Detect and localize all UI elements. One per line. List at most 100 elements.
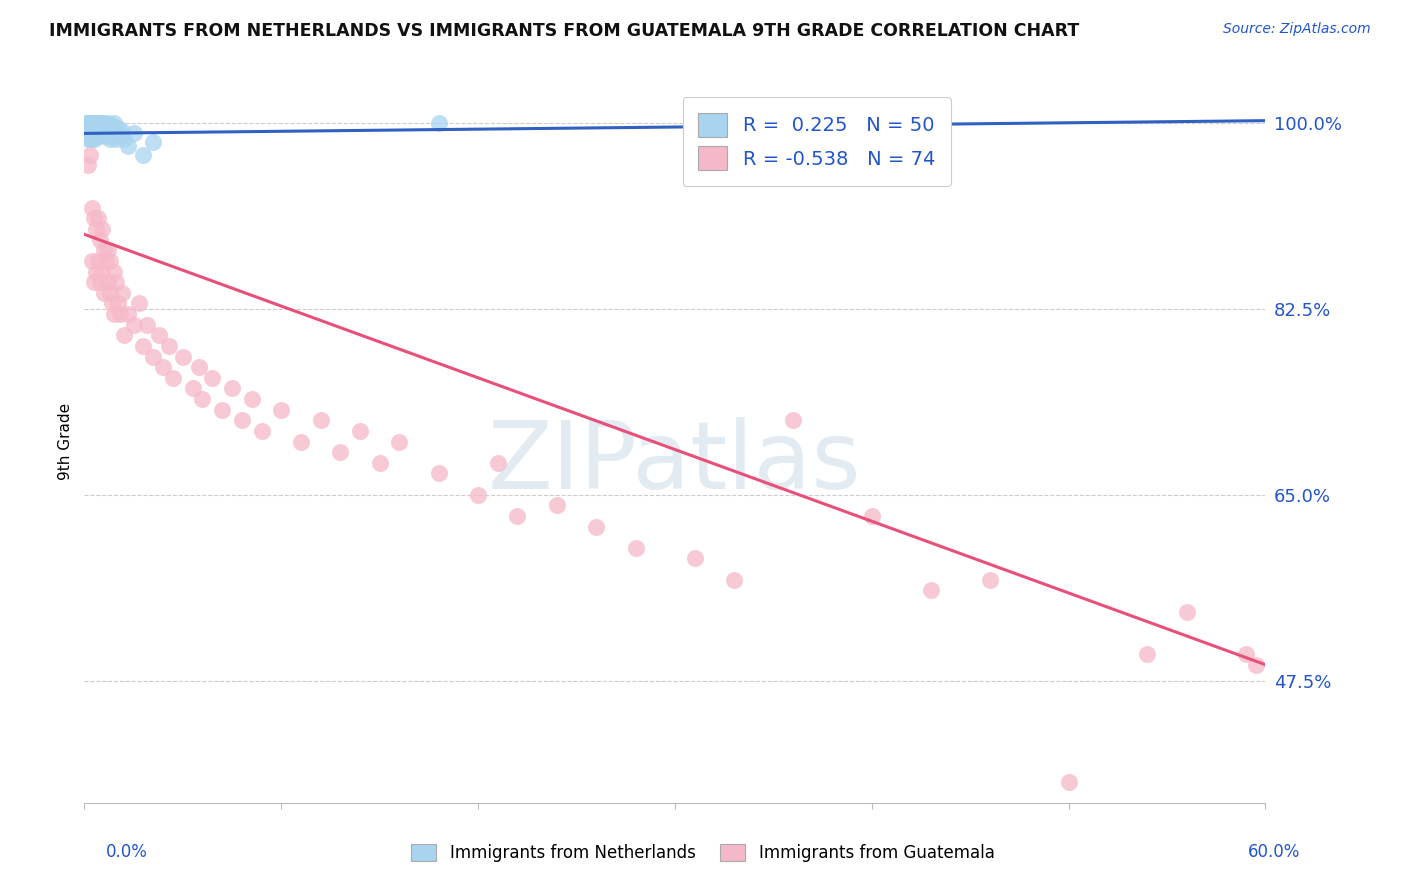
Point [84,116,107,130]
Point [98,132,121,146]
Point [427,467,450,481]
Point [979,573,1001,587]
Point [117,307,139,321]
Point [84,121,107,136]
Point [103,116,125,130]
Point [152,360,174,375]
Point [89,121,111,136]
Point [91,222,114,236]
Point [211,402,233,417]
Point [77,132,100,146]
Point [83,275,105,289]
Text: 60.0%: 60.0% [1249,843,1301,861]
Point [91,124,114,138]
Point [111,124,134,138]
Point [142,350,165,364]
Point [91,264,114,278]
Point [84,222,107,236]
Point [82,254,104,268]
Point [101,119,124,133]
Point [75,116,97,130]
Point [122,127,145,141]
Point [108,128,131,143]
Point [83,121,105,136]
Point [187,360,209,375]
Point [486,456,509,470]
Point [1234,647,1257,661]
Text: 0.0%: 0.0% [105,843,148,861]
Point [290,434,312,449]
Point [250,424,273,438]
Point [77,158,100,172]
Point [97,244,120,258]
Point [112,328,135,343]
Point [201,371,224,385]
Point [122,318,145,332]
Point [1136,647,1159,661]
Point [585,519,607,533]
Point [329,445,352,459]
Point [87,128,110,143]
Point [87,254,110,268]
Point [191,392,214,406]
Point [181,381,204,395]
Point [93,285,115,300]
Point [683,551,706,566]
Point [107,121,129,136]
Point [79,116,101,130]
Point [97,275,120,289]
Point [83,211,105,226]
Point [506,508,529,523]
Point [82,116,104,130]
Point [624,541,647,555]
Point [270,402,292,417]
Point [89,128,111,143]
Point [89,116,111,130]
Point [79,147,101,161]
Point [103,264,125,278]
Point [94,118,117,132]
Point [91,116,114,130]
Point [82,127,104,141]
Point [1175,605,1198,619]
Point [107,296,129,310]
Point [104,132,127,146]
Point [83,116,105,130]
Point [782,413,804,427]
Point [349,424,371,438]
Point [79,127,101,141]
Point [157,339,180,353]
Point [89,233,111,247]
Point [98,285,121,300]
Text: IMMIGRANTS FROM NETHERLANDS VS IMMIGRANTS FROM GUATEMALA 9TH GRADE CORRELATION C: IMMIGRANTS FROM NETHERLANDS VS IMMIGRANT… [49,22,1080,40]
Point [94,254,117,268]
Point [103,307,125,321]
Point [82,201,104,215]
Point [93,127,115,141]
Point [1244,657,1267,672]
Point [112,132,135,146]
Point [148,328,170,343]
Point [83,132,105,146]
Point [97,124,120,138]
Text: Source: ZipAtlas.com: Source: ZipAtlas.com [1223,22,1371,37]
Legend: Immigrants from Netherlands, Immigrants from Guatemala: Immigrants from Netherlands, Immigrants … [404,836,1002,871]
Point [82,121,104,136]
Point [87,211,110,226]
Point [162,371,184,385]
Point [77,116,100,130]
Point [920,583,942,598]
Point [117,139,139,153]
Point [101,296,124,310]
Point [136,318,159,332]
Point [79,121,101,136]
Point [75,121,97,136]
Point [467,488,489,502]
Point [98,254,121,268]
Text: ZIPatlas: ZIPatlas [488,417,862,509]
Point [83,127,105,141]
Point [1057,774,1080,789]
Point [860,508,883,523]
Point [172,350,194,364]
Point [309,413,332,427]
